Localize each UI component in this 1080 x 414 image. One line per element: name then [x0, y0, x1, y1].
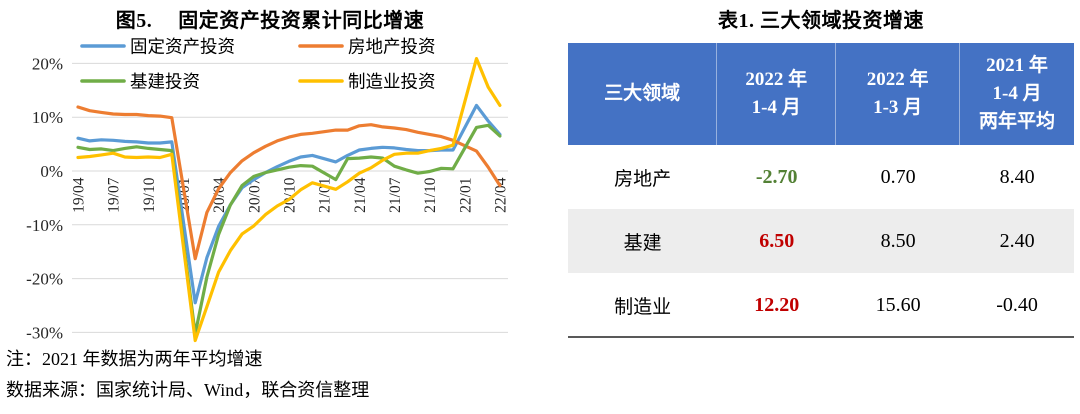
figure-source: 数据来源：国家统计局、Wind，联合资信整理: [6, 380, 370, 400]
figure5-section: 图5. 固定资产投资累计同比增速 20% 10% 0% -10% -20% -30% 19/0…: [0, 4, 540, 406]
x-tick-label: 22/01: [457, 178, 474, 213]
value-cell-infrastructure-2022-1-3: 8.50: [836, 209, 961, 273]
value-cell-manufacturing-2021-1-4-avg: -0.40: [960, 273, 1074, 337]
legend-label-real-estate-investment: 房地产投资: [348, 37, 436, 57]
three-sectors-table: 三大领域 2022 年 1-4 月 2022 年 1-3 月 2021 年 1-4 月两年平…: [568, 43, 1074, 337]
legend-label-fixed-asset-investment: 固定资产投资: [130, 37, 235, 57]
y-axis-labels: 20% 10% 0% -10% -20% -30%: [26, 54, 63, 342]
x-tick-label: 22/04: [492, 177, 509, 213]
x-tick-label: 19/10: [141, 177, 158, 213]
x-tick-label: 19/04: [71, 177, 88, 213]
fai-growth-line-chart: 20%10%0%-10%-20%-30%19/04 19/07 19/10 20/01…: [26, 37, 510, 343]
table-title: 表1. 三大领域投资增速: [718, 10, 924, 32]
series-line-manufacturing-investment: [76, 57, 502, 343]
y-tick-label: -10%: [26, 216, 63, 235]
x-tick-label: 21/01: [317, 178, 334, 213]
y-tick-label: 20%: [32, 54, 63, 73]
figure-title: 图5. 固定资产投资累计同比增速: [0, 4, 540, 33]
figure-notes: 注：2021 年数据为两年平均增速 数据来源：国家统计局、Wind，联合资信整理: [6, 344, 536, 406]
value-cell-manufacturing-2022-1-4: 12.20: [717, 273, 837, 337]
row-label-real-estate: 房地产: [568, 145, 718, 209]
x-tick-label: 19/07: [106, 177, 123, 213]
header-cell-sector: 三大领域: [568, 43, 718, 145]
table-bottom-rule: [568, 336, 1074, 338]
value-cell-real-estate-2022-1-4: -2.70: [717, 145, 837, 209]
figure-number: 图5.: [115, 10, 153, 32]
figure-note: 注：2021 年数据为两年平均增速: [6, 349, 263, 369]
row-label-infrastructure: 基建: [568, 209, 718, 273]
legend-label-infrastructure-investment: 基建投资: [130, 72, 200, 92]
x-tick-label: 20/04: [211, 177, 228, 213]
series-line-infrastructure-investment: [76, 123, 502, 336]
legend-label-manufacturing-investment: 制造业投资: [348, 72, 436, 92]
series-line-real-estate-investment: [76, 105, 502, 261]
row-label-manufacturing: 制造业: [568, 273, 718, 337]
legend-item-infrastructure-investment: 基建投资: [80, 72, 200, 92]
header-cell-2022-1-3: 2022 年 1-3 月: [836, 43, 961, 145]
gridlines: [72, 62, 508, 333]
y-tick-label: 10%: [32, 108, 63, 127]
x-tick-label: 20/07: [246, 177, 263, 213]
figure-title-text: 固定资产投资累计同比增速: [178, 10, 425, 32]
legend-item-real-estate-investment: 房地产投资: [298, 37, 436, 57]
legend-item-fixed-asset-investment: 固定资产投资: [80, 37, 235, 57]
value-cell-manufacturing-2022-1-3: 15.60: [836, 273, 961, 337]
y-tick-label: -20%: [26, 270, 63, 289]
value-cell-real-estate-2022-1-3: 0.70: [836, 145, 961, 209]
x-tick-label: 21/04: [352, 177, 369, 213]
value-cell-infrastructure-2021-1-4-avg: 2.40: [960, 209, 1074, 273]
value-cell-infrastructure-2022-1-4: 6.50: [717, 209, 837, 273]
x-axis-labels: 19/04 19/07 19/10 20/01 20/04 20/07 20/10 21/01…: [71, 177, 510, 213]
header-cell-2021-1-4-avg: 2021 年 1-4 月两年平均: [960, 43, 1074, 145]
header-cell-2022-1-4: 2022 年 1-4 月: [717, 43, 837, 145]
x-tick-label: 21/07: [387, 177, 404, 213]
x-tick-label: 21/10: [422, 177, 439, 213]
legend-item-manufacturing-investment: 制造业投资: [298, 72, 436, 92]
value-cell-real-estate-2021-1-4-avg: 8.40: [960, 145, 1074, 209]
y-tick-label: 0%: [40, 162, 63, 181]
x-tick-label: 20/10: [281, 177, 298, 213]
y-tick-label: -30%: [26, 323, 63, 342]
